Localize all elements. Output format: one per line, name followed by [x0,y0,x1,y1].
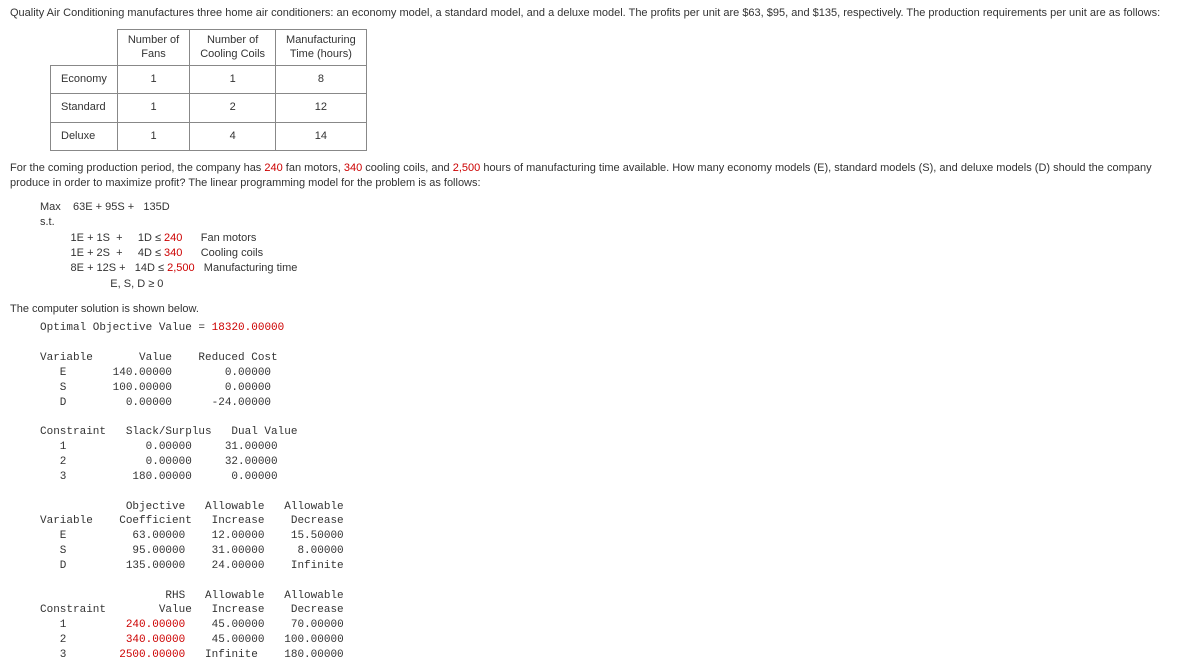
solver-output: Optimal Objective Value = 18320.00000 Va… [40,321,1190,662]
col-header-time: ManufacturingTime (hours) [276,30,367,65]
problem-prompt: For the coming production period, the co… [10,161,1190,192]
col-header-fans: Number ofFans [117,30,189,65]
lp-formulation: Max 63E + 95S + 135D s.t. 1E + 1S + 1D ≤… [40,200,1190,292]
col-header-coils: Number ofCooling Coils [190,30,276,65]
requirements-table: Number ofFans Number ofCooling Coils Man… [50,29,367,151]
intro-text: Quality Air Conditioning manufactures th… [10,6,1190,21]
table-corner [51,30,118,65]
table-row: Deluxe 1 4 14 [51,122,367,150]
table-row: Standard 1 2 12 [51,94,367,122]
table-row: Economy 1 1 8 [51,65,367,93]
solver-intro: The computer solution is shown below. [10,302,1190,317]
